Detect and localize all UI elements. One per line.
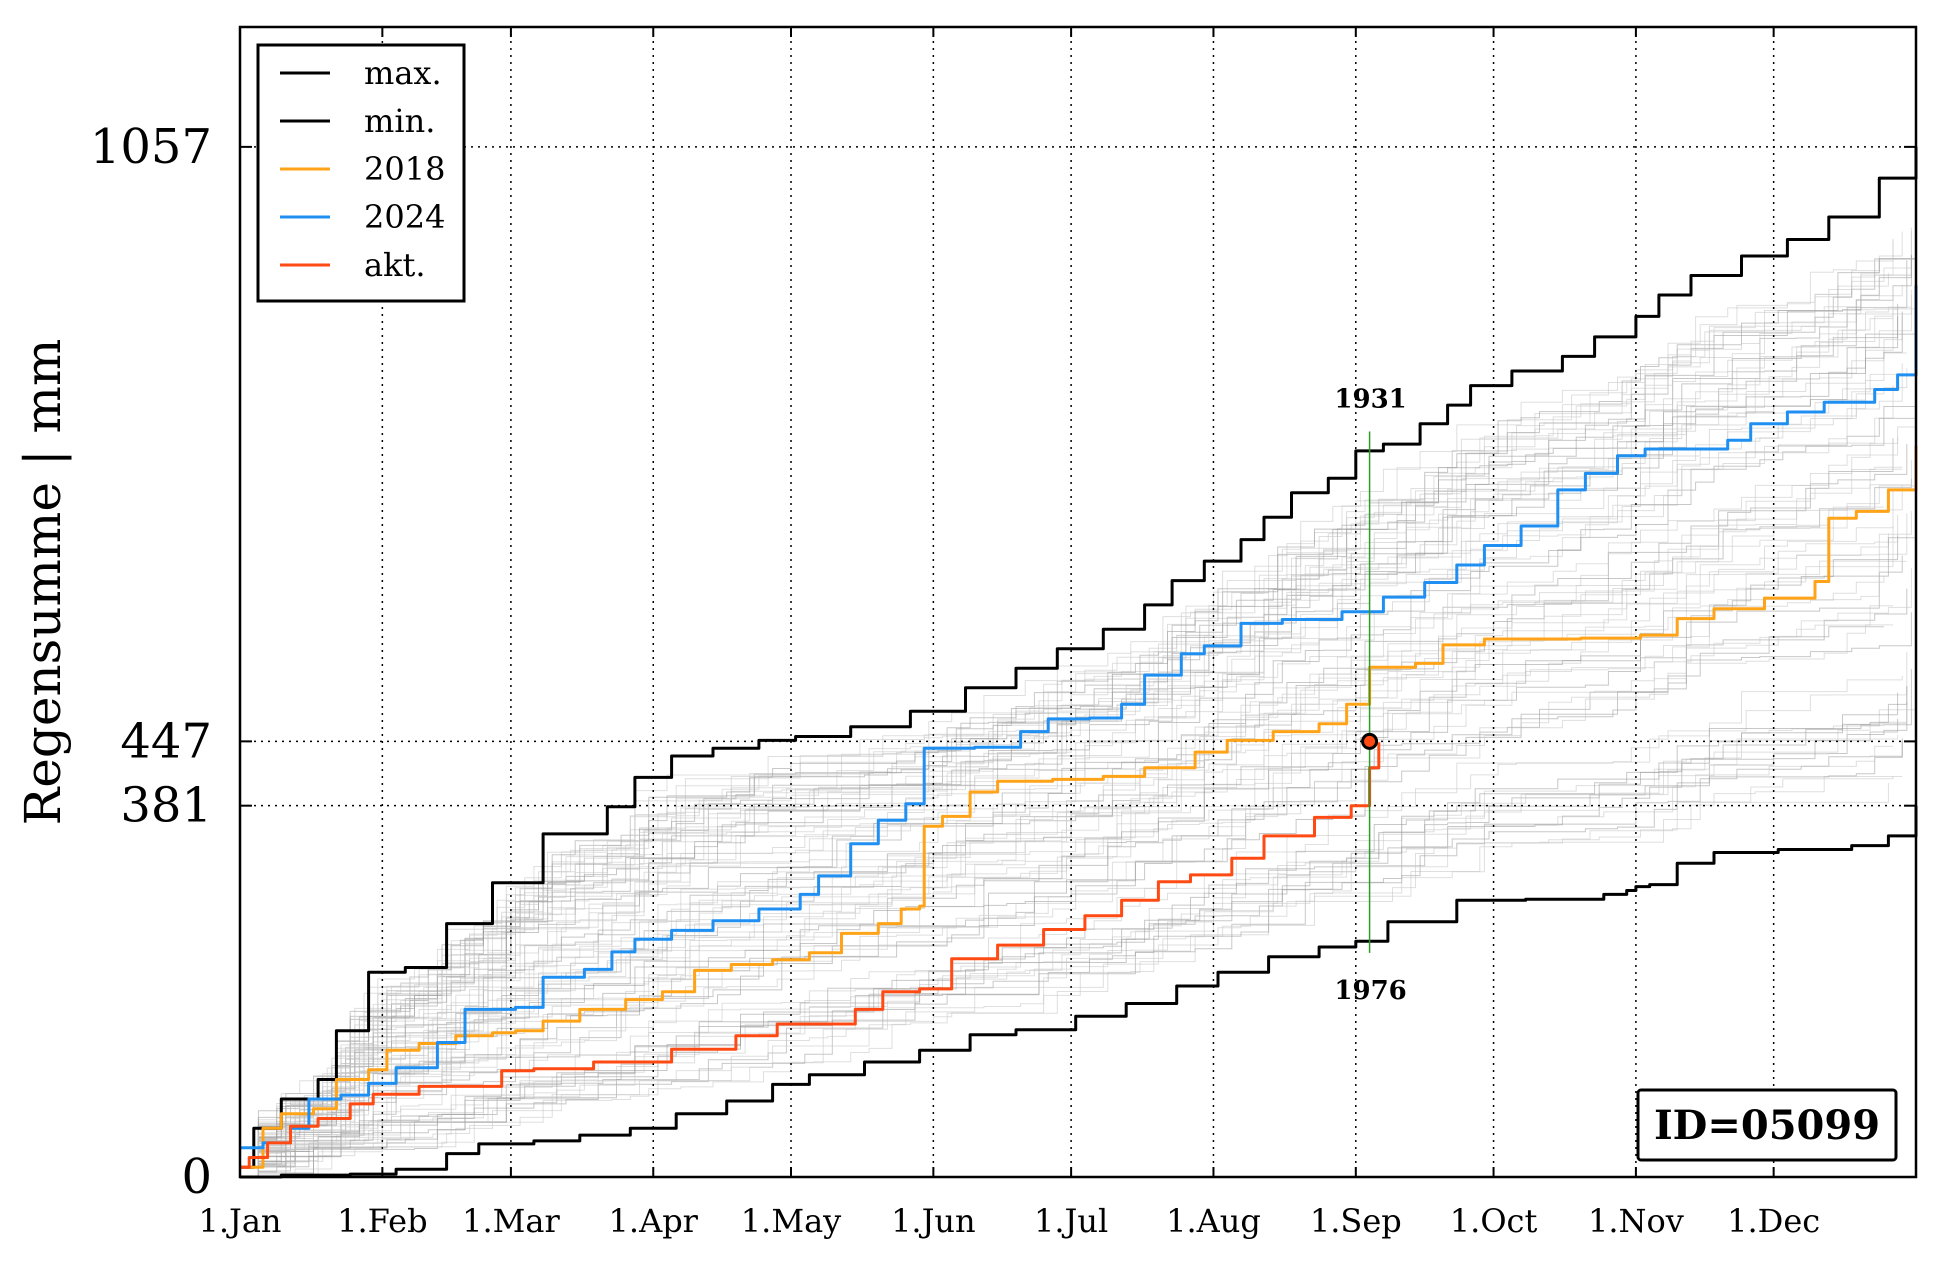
background-year-line xyxy=(240,468,1917,1178)
background-year-line xyxy=(240,295,1894,1178)
x-tick-label: 1.Jul xyxy=(1034,1202,1108,1240)
x-tick-label: 1.Feb xyxy=(337,1202,427,1240)
series-line-2018 xyxy=(240,446,1918,1169)
background-year-line xyxy=(240,307,1912,1178)
background-year-line xyxy=(240,555,1903,1178)
series-line-max xyxy=(240,146,1918,1169)
legend-label: min. xyxy=(364,102,435,140)
background-year-line xyxy=(240,294,1912,1178)
background-year-line xyxy=(240,605,1893,1178)
station-id-box: ID=05099 xyxy=(1636,1088,1898,1162)
background-year-line xyxy=(240,281,1917,1178)
x-tick-label: 1.Dec xyxy=(1727,1202,1820,1240)
background-year-line xyxy=(240,316,1899,1178)
background-year-line xyxy=(240,686,1908,1178)
y-tick-label: 0 xyxy=(181,1149,212,1205)
legend-label: 2024 xyxy=(364,198,445,236)
background-year-line xyxy=(240,612,1912,1178)
min-year-label: 1976 xyxy=(1334,976,1406,1006)
y-tick-label: 1057 xyxy=(90,119,212,175)
background-year-line xyxy=(240,528,1917,1178)
background-year-line xyxy=(240,256,1912,1178)
legend-frame xyxy=(256,43,466,303)
background-year-line xyxy=(240,735,1899,1178)
background-year-line xyxy=(240,289,1912,1178)
background-year-line xyxy=(240,238,1894,1178)
background-year-line xyxy=(240,526,1894,1178)
background-year-line xyxy=(240,783,1889,1178)
series-line-akt xyxy=(240,742,1381,1169)
annotation-layer: 1931 1976 xyxy=(1334,384,1406,1005)
y-axis-label: Regensumme | mm xyxy=(14,339,72,826)
background-year-line xyxy=(240,371,1917,1178)
background-year-line xyxy=(240,308,1898,1178)
x-tick-label: 1.Mar xyxy=(462,1202,560,1240)
plot-frame xyxy=(238,25,1918,1179)
legend-label: max. xyxy=(364,54,442,92)
background-year-line xyxy=(240,240,1894,1178)
series-line-min xyxy=(240,805,1918,1179)
background-year-line xyxy=(240,718,1899,1178)
x-tick-label: 1.Jun xyxy=(891,1202,976,1240)
x-tick-label: 1.May xyxy=(741,1202,841,1240)
background-year-line xyxy=(240,513,1908,1178)
axis-layer: 1.Jan 1.Feb 1.Mar 1.Apr 1.May 1.Jun 1.Jul 1.Aug… xyxy=(90,27,1916,1240)
legend-label: akt. xyxy=(364,246,426,284)
station-id-frame xyxy=(1636,1088,1898,1162)
background-year-line xyxy=(240,514,1899,1178)
legend: max. min. 2018 2024 akt. xyxy=(256,43,466,303)
background-year-line xyxy=(240,740,1903,1178)
x-tick-label: 1.Jan xyxy=(198,1202,281,1240)
background-year-line xyxy=(240,560,1907,1178)
x-tick-label: 1.Nov xyxy=(1588,1202,1684,1240)
series-layer xyxy=(240,146,1918,1179)
station-id-label: ID=05099 xyxy=(1654,1102,1880,1149)
background-year-line xyxy=(240,460,1912,1178)
background-year-line xyxy=(240,588,1908,1178)
x-tick-label: 1.Oct xyxy=(1450,1202,1538,1240)
legend-label: 2018 xyxy=(364,150,445,188)
grid-layer xyxy=(240,27,1916,1177)
background-year-line xyxy=(240,352,1907,1178)
max-year-label: 1931 xyxy=(1334,384,1406,414)
background-year-line xyxy=(240,468,1903,1178)
x-tick-label: 1.Apr xyxy=(609,1202,699,1240)
background-year-line xyxy=(240,315,1903,1178)
background-year-line xyxy=(240,775,1894,1178)
background-years-layer xyxy=(240,214,1917,1178)
background-year-line xyxy=(240,692,1899,1178)
current-point-marker xyxy=(1361,732,1379,750)
x-tick-label: 1.Sep xyxy=(1310,1202,1402,1240)
background-year-line xyxy=(240,399,1917,1178)
y-tick-label: 381 xyxy=(120,778,212,834)
background-year-line xyxy=(240,745,1893,1178)
series-line-2024 xyxy=(240,285,1918,1150)
x-tick-label: 1.Aug xyxy=(1166,1202,1261,1240)
background-year-line xyxy=(240,436,1899,1178)
background-year-line xyxy=(240,254,1912,1178)
y-tick-label: 447 xyxy=(120,713,212,769)
